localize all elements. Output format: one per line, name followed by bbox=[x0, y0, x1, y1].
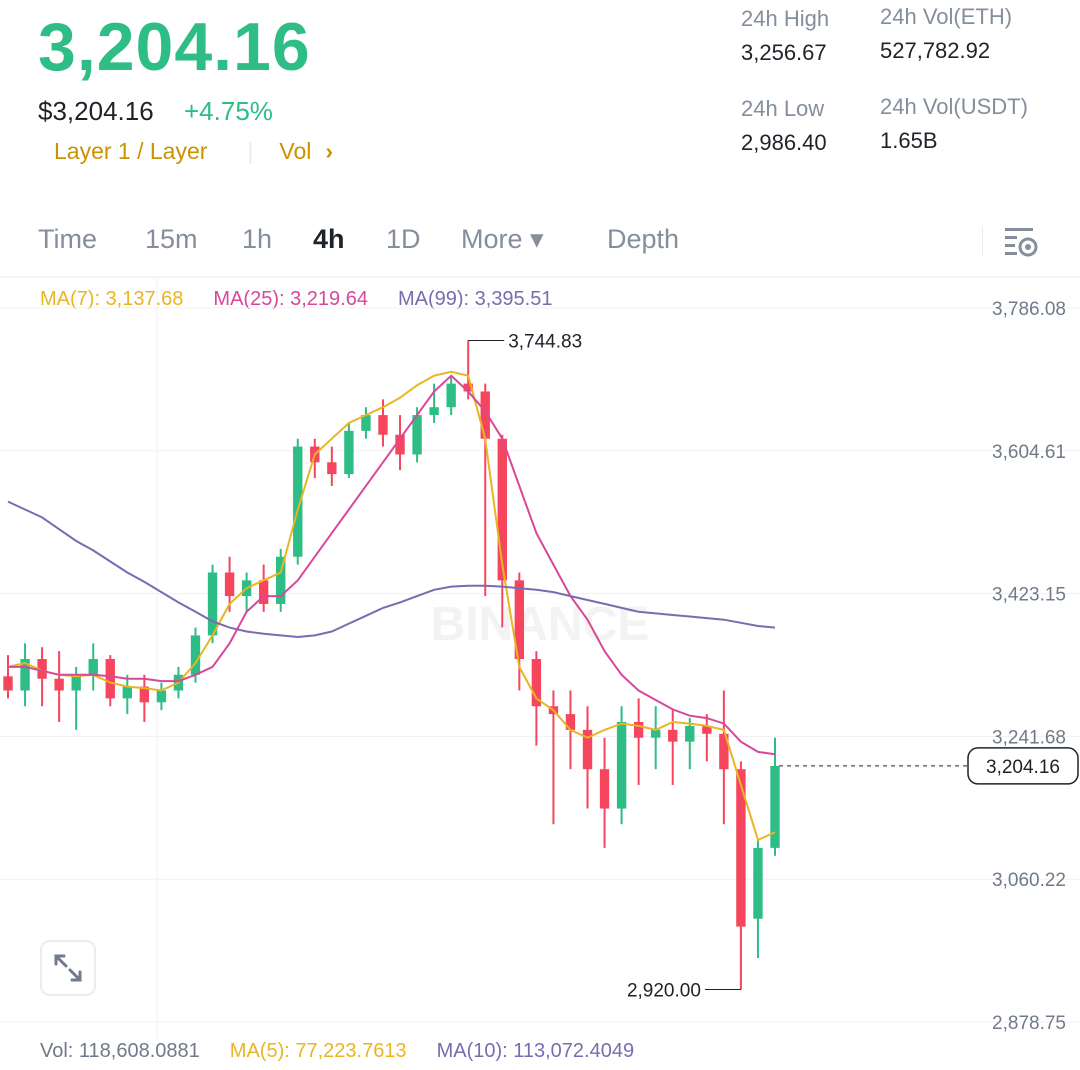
candle-body bbox=[54, 678, 64, 691]
candle-body bbox=[207, 572, 218, 636]
vol-ma5-label: MA(5): 77,223.7613 bbox=[229, 1040, 407, 1062]
low-annotation: 2,920.00 bbox=[627, 981, 701, 1002]
candle-body bbox=[446, 383, 456, 408]
candle-body bbox=[361, 415, 371, 431]
vol-quote-value: 1.65B bbox=[880, 128, 938, 153]
ma-legend: MA(7): 3,137.68 MA(25): 3,219.64 MA(99):… bbox=[40, 288, 552, 311]
candle-body bbox=[685, 725, 695, 742]
volume-legend: Vol: 118,608.0881 MA(5): 77,223.7613 MA(… bbox=[40, 1040, 634, 1063]
candle-body bbox=[190, 635, 201, 675]
candle-body bbox=[71, 674, 81, 691]
chevron-right-icon[interactable]: › bbox=[325, 138, 334, 164]
tab-1d[interactable]: 1D bbox=[386, 224, 421, 254]
y-tick-label: 3,786.08 bbox=[992, 299, 1066, 320]
candle-body bbox=[531, 659, 542, 707]
ma7-label: MA(7): 3,137.68 bbox=[40, 288, 184, 310]
low-label: 24h Low bbox=[741, 96, 825, 121]
candle-body bbox=[3, 676, 13, 691]
current-price-label: 3,204.16 bbox=[986, 757, 1060, 778]
candle-body bbox=[480, 391, 490, 439]
candlestick-chart[interactable]: BINANCE 3,786.083,604.613,423.153,241.68… bbox=[0, 278, 1080, 1038]
annotations-group: 3,744.83 2,920.00 3,204.16 bbox=[468, 331, 1079, 1002]
candle-body bbox=[293, 446, 303, 557]
candle-body bbox=[327, 462, 337, 475]
tabs-divider bbox=[0, 276, 1080, 278]
candle-body bbox=[719, 733, 729, 770]
category-tag[interactable]: Layer 1 / Layer bbox=[54, 138, 208, 164]
vol-ma10-label: MA(10): 113,072.4049 bbox=[436, 1040, 635, 1062]
tab-4h[interactable]: 4h bbox=[313, 224, 345, 254]
y-tick-label: 3,423.15 bbox=[992, 585, 1066, 606]
ma25-label: MA(25): 3,219.64 bbox=[213, 288, 368, 310]
candle-body bbox=[651, 729, 661, 738]
candle-body bbox=[20, 659, 30, 691]
candle-body bbox=[497, 438, 507, 581]
tag-row: Layer 1 / Layer | Vol › bbox=[54, 138, 333, 165]
expand-icon bbox=[54, 954, 82, 982]
candle-body bbox=[88, 659, 98, 675]
vol-base-value: 527,782.92 bbox=[880, 38, 991, 63]
usd-price: $3,204.16 bbox=[38, 96, 154, 126]
high-annotation: 3,744.83 bbox=[508, 331, 582, 352]
candle-body bbox=[736, 769, 746, 927]
candle-body bbox=[344, 430, 354, 475]
candle-body bbox=[514, 580, 525, 660]
vol-base-label: 24h Vol(ETH) bbox=[880, 4, 1013, 29]
ma-lines-group bbox=[7, 370, 776, 842]
candle-body bbox=[395, 434, 405, 455]
ma-line-MA(7) bbox=[7, 370, 776, 842]
candle-body bbox=[668, 729, 678, 742]
candle-body bbox=[156, 690, 167, 703]
candle-body bbox=[753, 847, 763, 919]
candle-body bbox=[463, 383, 473, 392]
change-percent: +4.75% bbox=[184, 96, 273, 126]
y-tick-label: 3,604.61 bbox=[992, 442, 1066, 463]
ma-line-MA(99) bbox=[7, 500, 776, 639]
tag-separator: | bbox=[247, 138, 254, 164]
candle-body bbox=[582, 729, 593, 770]
interval-tabs: Time 15m 1h 4h 1D More ▾ Depth bbox=[0, 212, 1080, 274]
high-label: 24h High bbox=[741, 6, 830, 31]
candle-body bbox=[276, 556, 286, 604]
candle-body bbox=[139, 686, 150, 703]
ma-line-MA(25) bbox=[8, 374, 776, 756]
low-value: 2,986.40 bbox=[741, 130, 827, 155]
vol-tag[interactable]: Vol bbox=[279, 138, 312, 164]
candle-body bbox=[616, 721, 627, 809]
candle-body bbox=[565, 714, 576, 730]
candle-body bbox=[412, 415, 422, 455]
y-tick-label: 2,878.75 bbox=[992, 1013, 1066, 1034]
vol-quote-label: 24h Vol(USDT) bbox=[880, 94, 1028, 119]
candle-body bbox=[37, 659, 47, 679]
candle-body bbox=[105, 659, 115, 699]
tab-15m[interactable]: 15m bbox=[145, 224, 198, 254]
ma99-label: MA(99): 3,395.51 bbox=[397, 288, 553, 310]
candle-body bbox=[770, 765, 780, 848]
high-value: 3,256.67 bbox=[741, 40, 827, 65]
y-tick-label: 3,060.22 bbox=[992, 870, 1066, 891]
tab-time[interactable]: Time bbox=[38, 224, 97, 254]
tab-1h[interactable]: 1h bbox=[242, 224, 273, 254]
volume-label: Vol: 118,608.0881 bbox=[40, 1040, 200, 1062]
candle-body bbox=[702, 725, 712, 734]
tab-separator bbox=[982, 226, 983, 256]
candle-body bbox=[429, 407, 439, 416]
candle-body bbox=[122, 686, 132, 699]
candle-body bbox=[258, 580, 269, 604]
y-tick-label: 3,241.68 bbox=[992, 727, 1066, 748]
candle-body bbox=[224, 572, 235, 597]
tab-more[interactable]: More ▾ bbox=[461, 224, 544, 254]
tab-depth[interactable]: Depth bbox=[607, 224, 680, 254]
last-price: 3,204.16 bbox=[38, 9, 311, 85]
candle-body bbox=[599, 769, 610, 809]
candles-group bbox=[3, 340, 780, 990]
chart-settings-icon[interactable] bbox=[1003, 226, 1039, 258]
candle-body bbox=[633, 721, 644, 738]
current-price-box bbox=[967, 747, 1079, 785]
y-axis-labels: 3,786.08 3,604.61 3,423.15 3,241.68 3,060.22… bbox=[992, 299, 1066, 1034]
fullscreen-button[interactable] bbox=[40, 940, 96, 996]
chart-grid bbox=[0, 278, 1080, 1038]
candle-body bbox=[378, 415, 388, 435]
